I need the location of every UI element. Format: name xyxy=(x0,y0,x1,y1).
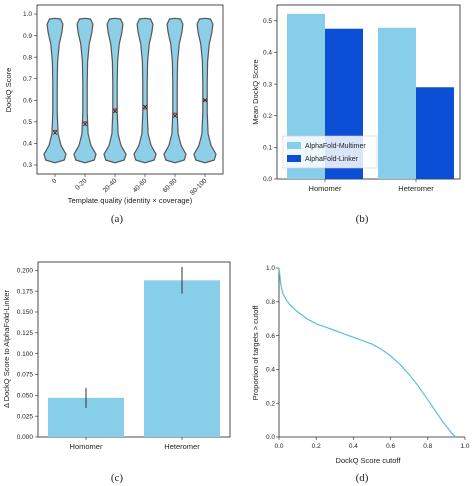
y-tick-label-d: 0.8 xyxy=(266,299,275,306)
mean-marker: × xyxy=(142,103,148,111)
x-axis-label-d: DockQ Score cutoff xyxy=(336,456,402,465)
y-tick-label-a: 0.7 xyxy=(23,76,32,83)
y-tick-label-a: 0.4 xyxy=(23,141,32,148)
bar-heteromer xyxy=(144,280,220,437)
legend-b-box xyxy=(282,135,378,169)
panel-label-b: (b) xyxy=(356,213,369,225)
y-tick-label-c: 0.150 xyxy=(17,309,34,316)
x-tick-label-b: Heteromer xyxy=(398,184,434,193)
panel-a: × × × × × × 0.3 0.4 0.5 0.6 0.7 0.8 0.9 1.0 0 0-20 20-… xyxy=(4,4,224,225)
y-tick-label-c: 0.175 xyxy=(17,288,34,295)
legend-b-swatch-multimer xyxy=(287,142,301,149)
y-tick-label-a: 0.5 xyxy=(23,119,32,126)
violin-20-40 xyxy=(103,17,127,164)
y-tick-label-d: 0.6 xyxy=(266,333,275,340)
x-tick-label-c: Homomer xyxy=(70,442,103,451)
y-tick-label-a: 0.8 xyxy=(23,54,32,61)
y-tick-label-d: 0.2 xyxy=(266,400,275,407)
mean-marker: × xyxy=(172,112,178,120)
violin-60-80 xyxy=(163,17,187,164)
legend-b: AlphaFold-Multimer AlphaFold-Linker xyxy=(282,135,378,169)
y-tick-label-c: 0.025 xyxy=(17,413,34,420)
bar-heteromer-0 xyxy=(378,27,416,179)
y-tick-label-b: 0.5 xyxy=(263,18,272,25)
panel-c: 0.000 0.025 0.050 0.075 0.100 0.125 0.150 0.175… xyxy=(2,261,231,484)
x-tick-label-d: 0.8 xyxy=(423,443,432,450)
y-tick-label-d: 0.0 xyxy=(266,434,275,441)
y-axis-label-a: DockQ Score xyxy=(4,68,13,113)
y-tick-label-b: 0.0 xyxy=(263,176,272,183)
mean-marker: × xyxy=(112,107,118,115)
plot-b-frame xyxy=(276,4,461,180)
y-tick-label-a: 0.6 xyxy=(23,97,32,104)
y-axis-label-b: Mean DockQ Score xyxy=(251,59,260,124)
y-axis-label-c: Δ DockQ Score to AlphaFold-Linker xyxy=(2,290,11,408)
mean-marker: × xyxy=(52,129,58,137)
x-tick-label-a: 0 xyxy=(51,177,59,185)
violin-0-20 xyxy=(73,17,97,164)
y-tick-label-c: 0.200 xyxy=(17,268,34,275)
y-tick-label-a: 0.3 xyxy=(23,162,32,169)
y-tick-label-a: 0.9 xyxy=(23,33,32,40)
survival-curve xyxy=(278,267,457,438)
legend-b-swatch-linker xyxy=(287,155,301,162)
y-tick-label-b: 0.4 xyxy=(263,50,272,57)
x-tick-label-a: 40-60 xyxy=(132,177,149,194)
x-tick-label-a: 80-100 xyxy=(189,177,209,197)
y-tick-label-d: 1.0 xyxy=(266,265,275,272)
x-tick-label-a: 0-20 xyxy=(74,177,88,191)
y-tick-label-b: 0.3 xyxy=(263,81,272,88)
y-tick-label-b: 0.2 xyxy=(263,113,272,120)
x-tick-label-d: 0.0 xyxy=(274,443,283,450)
y-tick-label-d: 0.4 xyxy=(266,367,275,374)
legend-b-label-multimer: AlphaFold-Multimer xyxy=(305,143,366,150)
y-axis-label-d: Proportion of targets > cutoff xyxy=(251,305,260,401)
mean-marker: × xyxy=(202,97,208,105)
violin-40-60 xyxy=(133,17,157,164)
x-tick-label-a: 20-40 xyxy=(102,177,119,194)
x-tick-label-d: 1.0 xyxy=(460,443,469,450)
x-axis-label-a: Template quality (identity × coverage) xyxy=(68,196,193,205)
y-tick-label-c: 0.050 xyxy=(17,393,34,400)
x-tick-label-a: 60-80 xyxy=(162,177,179,194)
x-tick-label-d: 0.6 xyxy=(386,443,395,450)
plot-c-frame xyxy=(37,261,231,438)
panel-d: 0.0 0.2 0.4 0.6 0.8 1.0 0.0 0.2 0.4 0.6 0.8 1.0 Pr… xyxy=(251,265,470,484)
y-tick-label-c: 0.125 xyxy=(17,330,34,337)
legend-b-label-linker: AlphaFold-Linker xyxy=(305,156,359,163)
panel-label-d: (d) xyxy=(356,472,369,484)
x-tick-label-c: Heteromer xyxy=(164,442,200,451)
violin-0 xyxy=(43,17,67,164)
y-tick-label-a: 1.0 xyxy=(23,11,32,18)
x-tick-label-d: 0.2 xyxy=(312,443,321,450)
y-tick-label-b: 0.1 xyxy=(263,145,272,152)
y-tick-label-c: 0.100 xyxy=(17,351,34,358)
mean-marker: × xyxy=(82,120,88,128)
panel-label-a: (a) xyxy=(111,213,124,225)
x-tick-label-d: 0.4 xyxy=(349,443,358,450)
plot-a-frame xyxy=(36,4,224,175)
panel-b: 0.0 0.1 0.2 0.3 0.4 0.5 Homomer Heteromer Alph… xyxy=(251,4,461,225)
y-tick-label-c: 0.000 xyxy=(17,434,34,441)
violin-80-100 xyxy=(193,17,217,164)
y-tick-label-c: 0.075 xyxy=(17,372,34,379)
x-tick-label-b: Homomer xyxy=(309,184,342,193)
panel-label-c: (c) xyxy=(111,472,124,484)
bar-heteromer-1 xyxy=(416,87,454,179)
